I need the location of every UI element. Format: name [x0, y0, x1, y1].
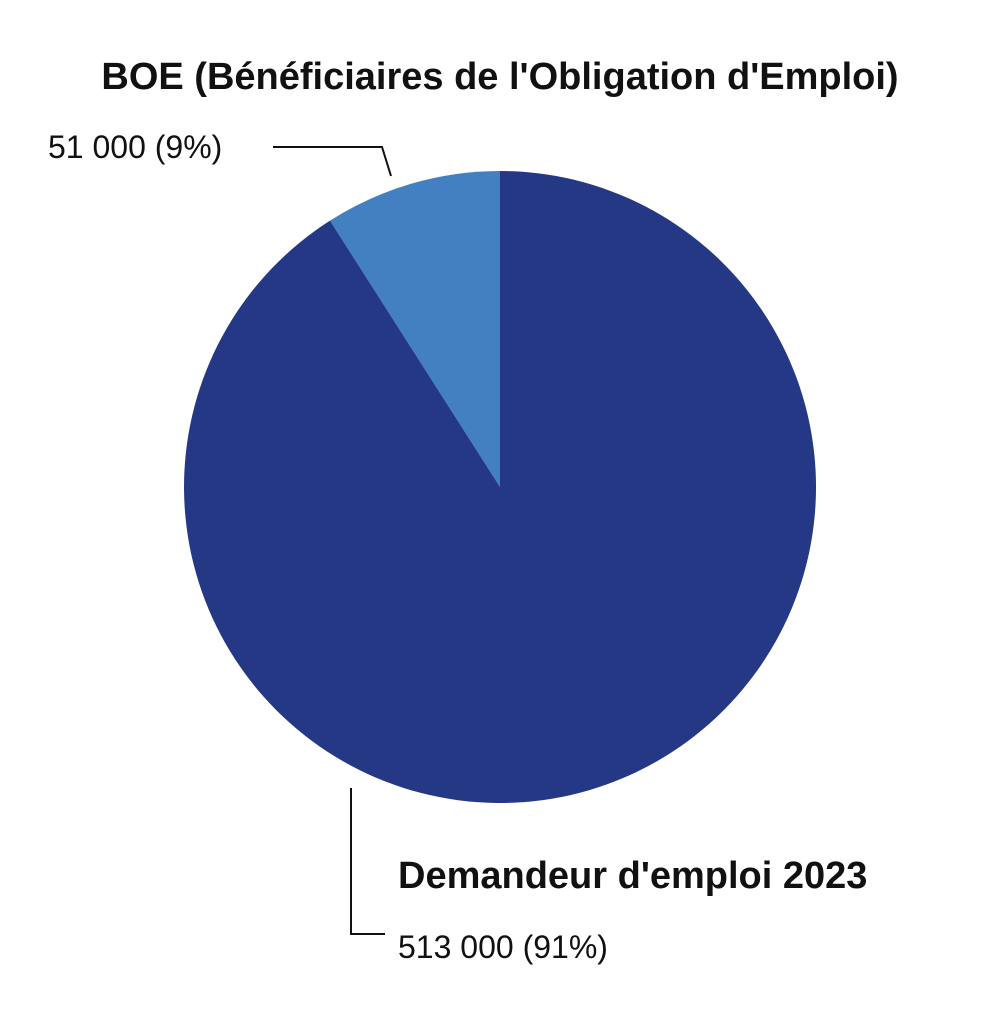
slice-value-label-boe: 51 000 (9%) — [48, 129, 222, 165]
slice-title-demandeur: Demandeur d'emploi 2023 — [398, 855, 867, 897]
slice-title-boe: BOE (Bénéficiaires de l'Obligation d'Emp… — [101, 56, 898, 98]
slice-value-label-demandeur: 513 000 (91%) — [398, 929, 608, 965]
leader-line-boe — [273, 146, 392, 177]
pie-slice-demandeur — [184, 171, 817, 803]
leader-line-demandeur — [350, 788, 385, 935]
pie-slices — [184, 171, 817, 803]
pie-slice-boe — [329, 171, 500, 487]
